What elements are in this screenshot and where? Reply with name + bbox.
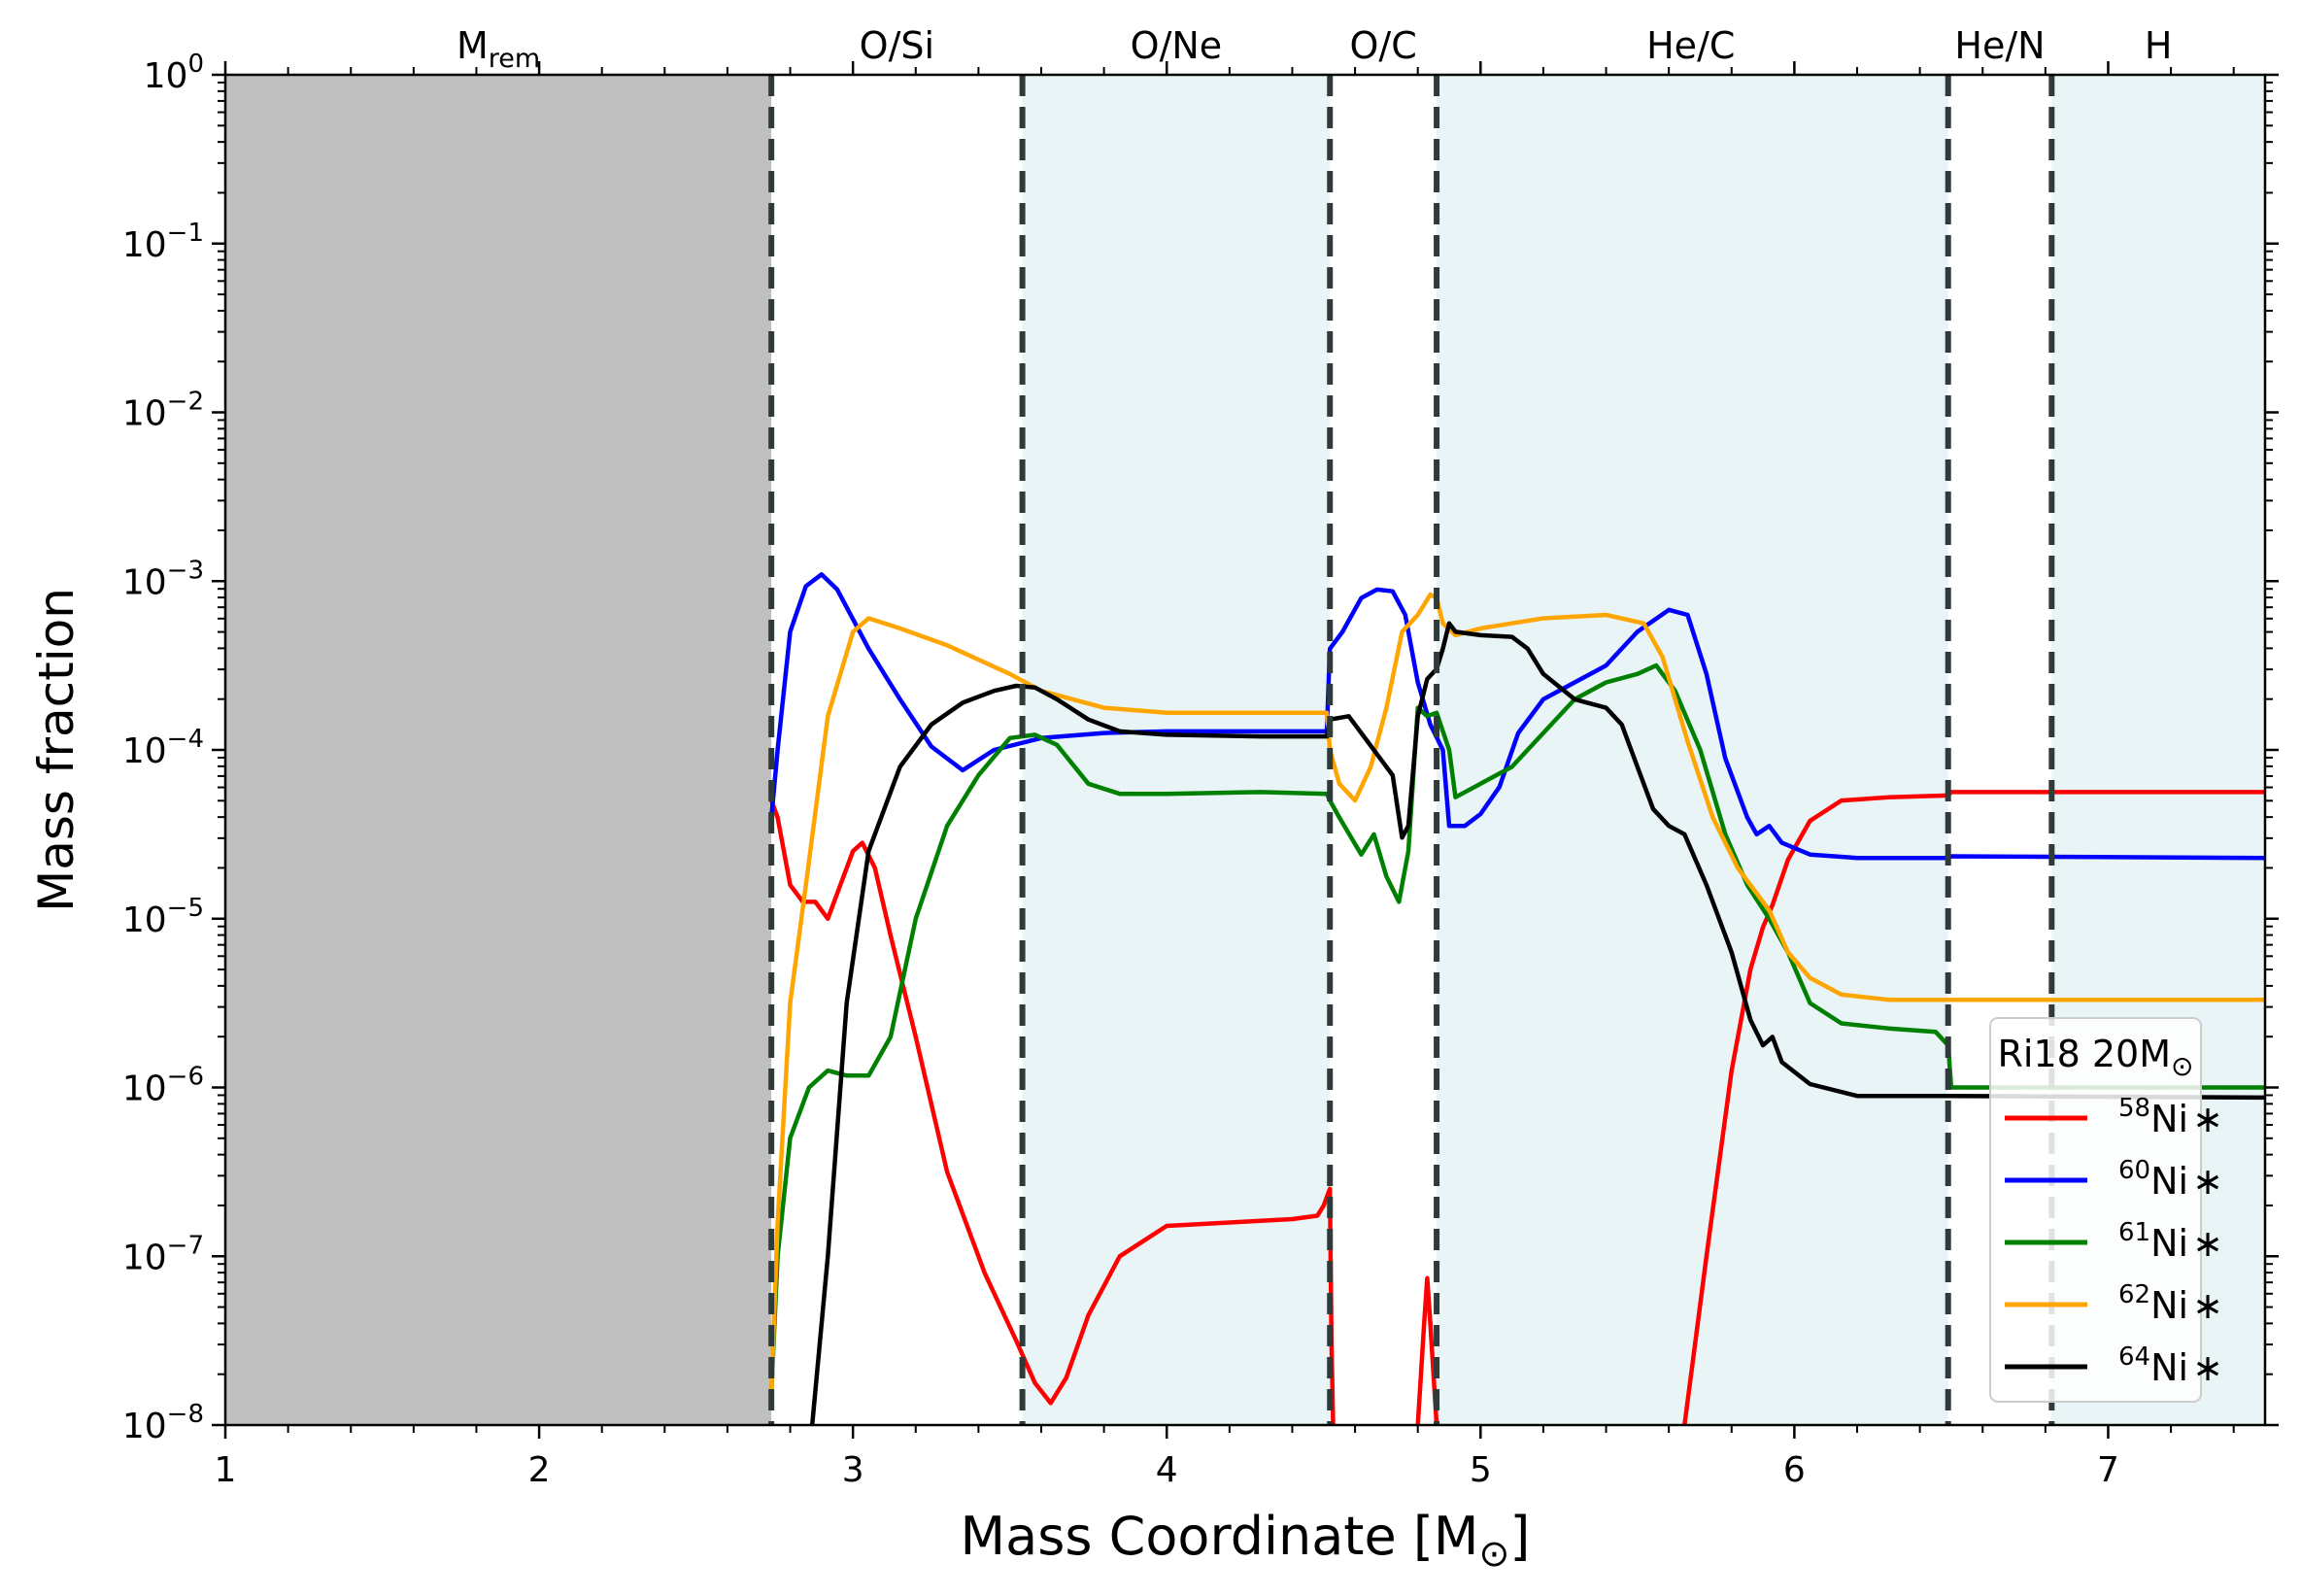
legend-label-ni62: 62Ni ∗ <box>2118 1280 2223 1327</box>
legend-title: Ri18 20M⊙ <box>1997 1033 2193 1082</box>
zone-label-remnant: Mrem <box>457 24 540 74</box>
y-tick-label: 10−1 <box>122 219 204 265</box>
legend-label-ni58: 58Ni ∗ <box>2118 1094 2223 1140</box>
zone-label: H <box>2145 24 2173 67</box>
zone-label: He/C <box>1646 24 1735 67</box>
y-tick-label: 10−8 <box>122 1400 204 1446</box>
x-tick-label: 7 <box>2097 1450 2119 1490</box>
y-tick-label: 10−2 <box>122 388 204 434</box>
x-tick-label: 6 <box>1783 1450 1806 1490</box>
zone-label: O/Si <box>860 24 934 67</box>
zone-label: He/N <box>1954 24 2045 67</box>
x-axis-label: Mass Coordinate [M⊙] <box>961 1506 1531 1575</box>
legend-label-ni61: 61Ni ∗ <box>2118 1218 2223 1265</box>
series-line-ni62 <box>768 592 2265 1392</box>
zone-label: O/Ne <box>1131 24 1223 67</box>
series-line-ni60 <box>768 572 2265 861</box>
x-tick-label: 1 <box>215 1450 237 1490</box>
series-line-ni64 <box>809 621 2265 1425</box>
remnant-region <box>225 75 772 1425</box>
x-tick-label: 5 <box>1470 1450 1492 1490</box>
y-axis-label: Mass fraction <box>28 588 85 912</box>
series-line-ni58 <box>769 799 1336 1425</box>
zone-label: O/C <box>1350 24 1417 67</box>
x-tick-label: 2 <box>528 1450 551 1490</box>
y-tick-label: 10−7 <box>122 1231 204 1277</box>
y-tick-label: 100 <box>144 50 204 96</box>
series-line-ni61 <box>768 662 2265 1392</box>
legend-label-ni64: 64Ni ∗ <box>2118 1342 2223 1389</box>
x-tick-label: 4 <box>1156 1450 1178 1490</box>
legend-box <box>1989 1017 2202 1403</box>
y-tick-label: 10−4 <box>122 725 204 771</box>
legend-label-ni60: 60Ni ∗ <box>2118 1156 2223 1203</box>
y-tick-label: 10−5 <box>122 894 204 940</box>
zone-shade <box>1022 75 1331 1425</box>
x-tick-label: 3 <box>842 1450 864 1490</box>
legend: Ri18 20M⊙ 58Ni ∗ 60Ni ∗ 61Ni ∗ 62Ni ∗ 64Ni ∗ <box>1989 1017 2223 1403</box>
y-tick-label: 10−6 <box>122 1063 204 1109</box>
y-tick-label: 10−3 <box>122 556 204 602</box>
series-line-ni58 <box>1415 1275 1439 1425</box>
